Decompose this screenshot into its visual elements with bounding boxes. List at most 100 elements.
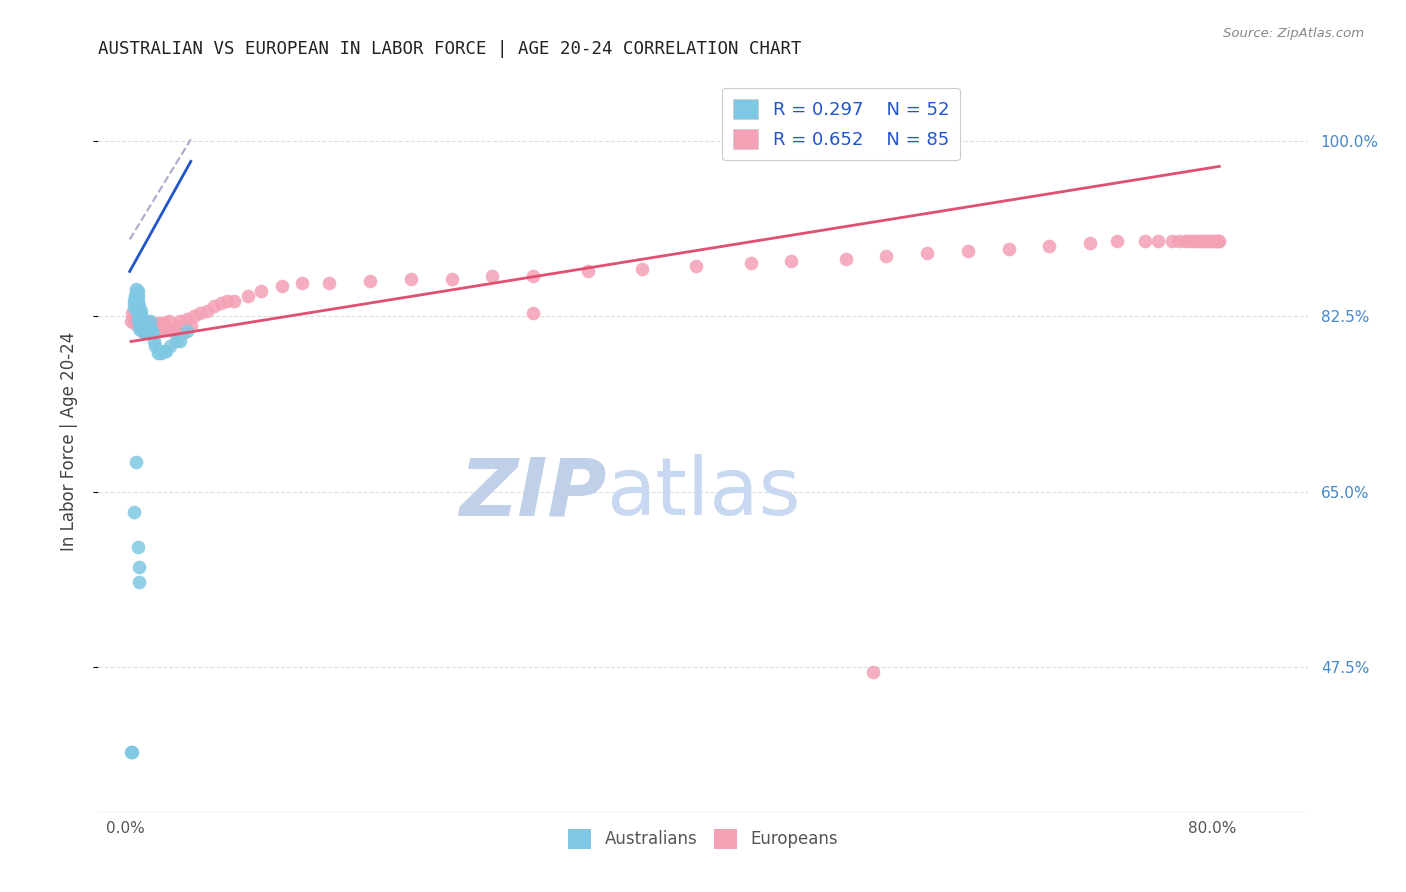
- Point: [1147, 235, 1170, 249]
- Point: [125, 286, 148, 301]
- Point: [127, 298, 149, 312]
- Point: [121, 745, 143, 759]
- Point: [129, 314, 152, 328]
- Point: [1038, 239, 1060, 253]
- Point: [129, 304, 152, 318]
- Point: [155, 344, 177, 359]
- Point: [131, 317, 153, 331]
- Point: [143, 334, 166, 349]
- Point: [134, 326, 156, 341]
- Point: [183, 310, 205, 324]
- Point: [576, 264, 599, 278]
- Point: [1194, 235, 1216, 249]
- Point: [139, 314, 162, 328]
- Point: [122, 294, 145, 309]
- Point: [359, 275, 381, 289]
- Point: [134, 326, 156, 341]
- Point: [127, 306, 149, 320]
- Point: [399, 272, 422, 286]
- Point: [148, 317, 170, 331]
- Point: [141, 322, 163, 336]
- Point: [136, 319, 159, 334]
- Point: [128, 300, 150, 314]
- Point: [143, 326, 166, 341]
- Point: [250, 285, 273, 299]
- Point: [1133, 235, 1156, 249]
- Point: [149, 346, 172, 360]
- Point: [148, 346, 170, 360]
- Point: [150, 322, 173, 336]
- Point: [122, 310, 145, 324]
- Point: [1205, 235, 1227, 249]
- Point: [163, 326, 186, 341]
- Legend: Australians, Europeans: Australians, Europeans: [561, 822, 845, 855]
- Point: [875, 250, 897, 264]
- Point: [142, 326, 165, 341]
- Point: [127, 302, 149, 317]
- Point: [1107, 235, 1129, 249]
- Point: [740, 256, 762, 270]
- Point: [124, 302, 146, 317]
- Point: [956, 244, 979, 259]
- Point: [195, 304, 218, 318]
- Point: [1185, 235, 1208, 249]
- Point: [135, 314, 157, 328]
- Point: [124, 304, 146, 318]
- Point: [128, 322, 150, 336]
- Point: [125, 283, 148, 297]
- Point: [120, 314, 142, 328]
- Point: [1174, 235, 1197, 249]
- Point: [145, 317, 167, 331]
- Point: [122, 505, 145, 519]
- Point: [128, 312, 150, 326]
- Point: [169, 334, 191, 349]
- Point: [124, 296, 146, 310]
- Point: [202, 300, 225, 314]
- Point: [127, 294, 149, 309]
- Point: [915, 246, 938, 260]
- Point: [128, 306, 150, 320]
- Text: Source: ZipAtlas.com: Source: ZipAtlas.com: [1223, 27, 1364, 40]
- Text: atlas: atlas: [606, 454, 800, 533]
- Point: [127, 285, 149, 299]
- Point: [131, 314, 153, 328]
- Point: [155, 322, 177, 336]
- Point: [1191, 235, 1213, 249]
- Point: [236, 289, 259, 303]
- Point: [1204, 235, 1226, 249]
- Point: [1198, 235, 1220, 249]
- Point: [125, 294, 148, 309]
- Point: [188, 306, 211, 320]
- Point: [124, 312, 146, 326]
- Point: [145, 339, 167, 353]
- Point: [169, 314, 191, 328]
- Point: [122, 300, 145, 314]
- Point: [128, 574, 150, 589]
- Point: [685, 260, 707, 274]
- Point: [122, 317, 145, 331]
- Point: [834, 252, 856, 267]
- Point: [481, 269, 503, 284]
- Point: [138, 322, 160, 336]
- Point: [132, 325, 155, 339]
- Point: [224, 294, 246, 309]
- Point: [128, 559, 150, 574]
- Point: [125, 289, 148, 303]
- Point: [127, 312, 149, 326]
- Point: [1208, 235, 1230, 249]
- Point: [148, 322, 170, 336]
- Y-axis label: In Labor Force | Age 20-24: In Labor Force | Age 20-24: [59, 332, 77, 551]
- Point: [209, 296, 232, 310]
- Point: [1182, 235, 1205, 249]
- Point: [125, 300, 148, 314]
- Point: [180, 319, 202, 334]
- Point: [120, 745, 142, 759]
- Point: [1195, 235, 1218, 249]
- Point: [128, 317, 150, 331]
- Text: AUSTRALIAN VS EUROPEAN IN LABOR FORCE | AGE 20-24 CORRELATION CHART: AUSTRALIAN VS EUROPEAN IN LABOR FORCE | …: [98, 40, 801, 58]
- Point: [997, 243, 1019, 257]
- Point: [136, 319, 159, 334]
- Point: [129, 310, 152, 324]
- Point: [124, 289, 146, 303]
- Point: [128, 306, 150, 320]
